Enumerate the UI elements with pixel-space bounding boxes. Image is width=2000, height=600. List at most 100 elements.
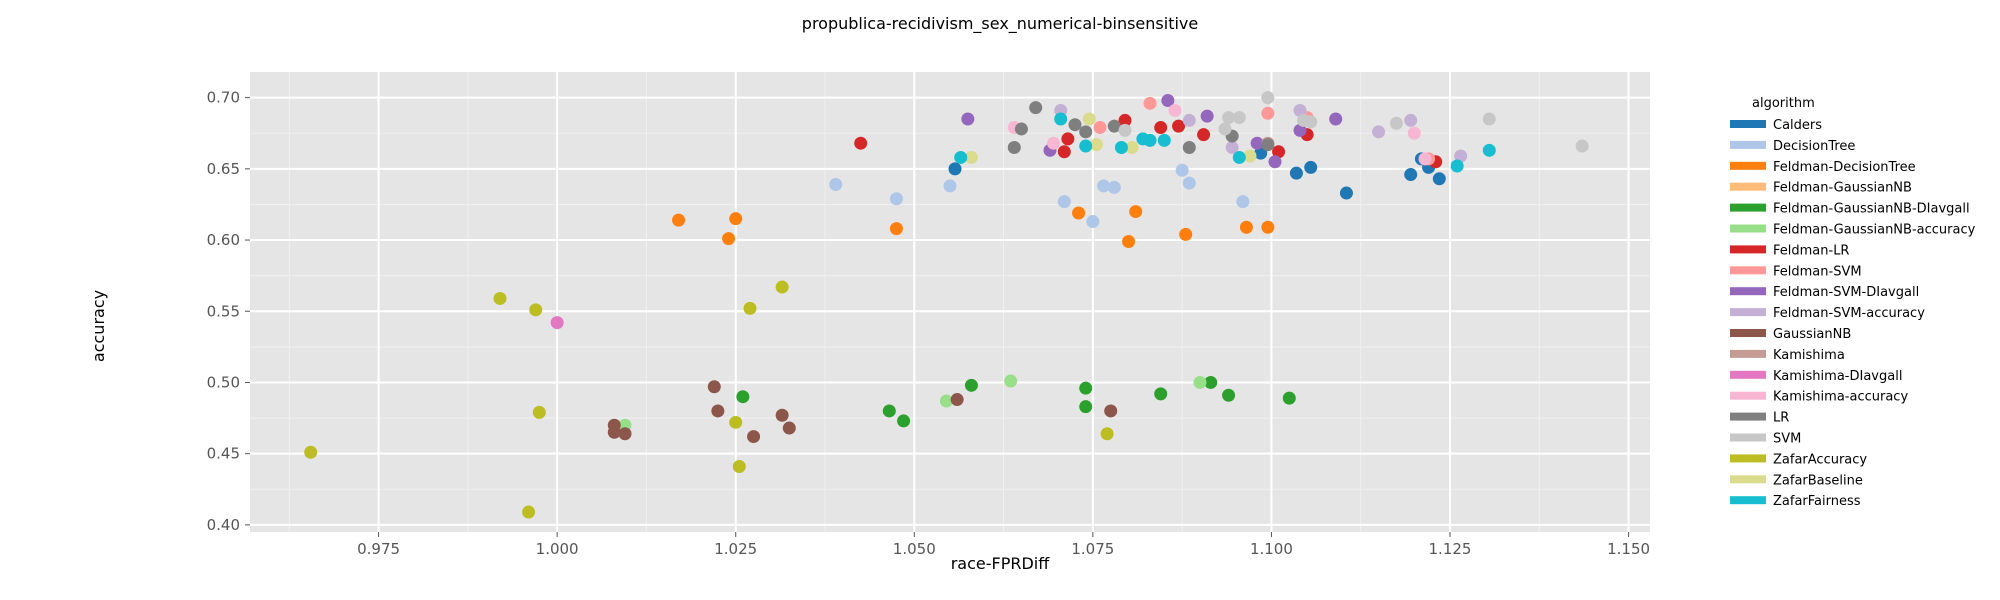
- data-point: [1236, 195, 1250, 209]
- data-point: [1097, 179, 1111, 193]
- data-point: [1168, 103, 1182, 117]
- data-point: [1418, 152, 1432, 166]
- data-point: [1129, 205, 1143, 219]
- data-point: [1107, 180, 1121, 194]
- data-point: [607, 425, 621, 439]
- series-18: [954, 112, 1496, 173]
- data-point: [1261, 138, 1275, 152]
- data-point: [1118, 123, 1132, 137]
- legend: algorithm Calders DecisionTree Feldman-Dec…: [1730, 96, 1976, 509]
- data-point: [1454, 149, 1468, 163]
- data-point: [1232, 150, 1246, 164]
- legend-swatch: [1730, 496, 1766, 505]
- legend-swatch: [1730, 391, 1766, 400]
- legend-swatch: [1730, 454, 1766, 463]
- data-point: [1079, 381, 1093, 395]
- data-point: [1175, 163, 1189, 177]
- legend-item: Feldman-SVM: [1730, 264, 1862, 279]
- legend-label: Kamishima: [1773, 348, 1845, 363]
- legend-swatch: [1730, 120, 1766, 128]
- data-point: [1143, 96, 1157, 110]
- legend-label: Feldman-SVM: [1773, 264, 1862, 279]
- legend-item: SVM: [1730, 432, 1801, 447]
- legend-label: Kamishima-accuracy: [1773, 390, 1908, 405]
- data-point: [889, 222, 903, 236]
- y-tick-label: 0.50: [207, 373, 240, 391]
- legend-label: Feldman-SVM-DIavgall: [1773, 285, 1919, 300]
- data-point: [743, 301, 757, 315]
- data-point: [732, 459, 746, 473]
- data-point: [1057, 145, 1071, 159]
- data-point: [672, 213, 686, 227]
- data-points: [304, 91, 1589, 519]
- legend-label: Feldman-LR: [1773, 243, 1849, 258]
- legend-swatch: [1730, 224, 1766, 233]
- legend-label: Kamishima-DIavgall: [1773, 369, 1902, 384]
- legend-item: GaussianNB: [1730, 327, 1851, 342]
- legend-label: Feldman-DecisionTree: [1773, 160, 1916, 175]
- legend-item: Feldman-GaussianNB-DIavgall: [1730, 202, 1970, 217]
- data-point: [882, 404, 896, 418]
- x-axis-title: race-FPRDiff: [951, 554, 1051, 573]
- data-point: [1082, 112, 1096, 126]
- x-tick-label: 1.025: [714, 540, 757, 558]
- data-point: [1004, 374, 1018, 388]
- data-point: [1107, 119, 1121, 133]
- data-point: [1482, 112, 1496, 126]
- data-point: [1161, 93, 1175, 107]
- data-point: [1293, 123, 1307, 137]
- data-point: [1179, 227, 1193, 241]
- legend-item: Feldman-LR: [1730, 243, 1849, 258]
- data-point: [1182, 113, 1196, 127]
- legend-item: Kamishima: [1730, 348, 1845, 363]
- data-point: [1118, 113, 1132, 127]
- data-point: [889, 192, 903, 206]
- data-point: [1079, 125, 1093, 139]
- data-point: [1182, 140, 1196, 154]
- series-16: [304, 280, 1114, 519]
- legend-item: ZafarBaseline: [1730, 473, 1863, 488]
- legend-label: Calders: [1773, 118, 1822, 133]
- legend-label: SVM: [1773, 432, 1801, 447]
- data-point: [707, 380, 721, 394]
- legend-swatch: [1730, 161, 1766, 170]
- data-point: [529, 303, 543, 317]
- data-point: [1089, 138, 1103, 152]
- x-tick-label: 1.150: [1607, 540, 1650, 558]
- data-point: [304, 445, 318, 459]
- y-tick-label: 0.70: [207, 89, 240, 107]
- data-point: [1225, 140, 1239, 154]
- series-8: [961, 93, 1343, 169]
- data-point: [1304, 160, 1318, 174]
- data-point: [1250, 136, 1264, 150]
- legend-item: Feldman-SVM-DIavgall: [1730, 285, 1919, 300]
- legend-swatch: [1730, 287, 1766, 296]
- x-tick-label: 1.050: [893, 540, 936, 558]
- data-point: [1100, 427, 1114, 441]
- data-point: [775, 280, 789, 294]
- data-point: [782, 421, 796, 435]
- legend-label: LR: [1773, 411, 1789, 426]
- series-15: [1118, 91, 1589, 153]
- legend-item: Kamishima-accuracy: [1730, 390, 1908, 405]
- legend-label: ZafarFairness: [1773, 494, 1861, 509]
- data-point: [1575, 139, 1589, 153]
- data-point: [1122, 234, 1136, 248]
- data-point: [1222, 111, 1236, 125]
- data-point: [1268, 155, 1282, 169]
- data-point: [729, 212, 743, 226]
- data-point: [1204, 375, 1218, 389]
- data-point: [829, 178, 843, 192]
- series-14: [1007, 101, 1275, 154]
- y-tick-label: 0.55: [207, 302, 240, 320]
- data-point: [964, 150, 978, 164]
- data-point: [1079, 400, 1093, 414]
- data-point: [1372, 125, 1386, 139]
- data-point: [950, 393, 964, 407]
- data-point: [1293, 103, 1307, 117]
- data-point: [775, 408, 789, 422]
- series-12: [550, 316, 564, 330]
- data-point: [1068, 118, 1082, 132]
- data-point: [1243, 149, 1257, 163]
- legend-swatch: [1730, 433, 1766, 442]
